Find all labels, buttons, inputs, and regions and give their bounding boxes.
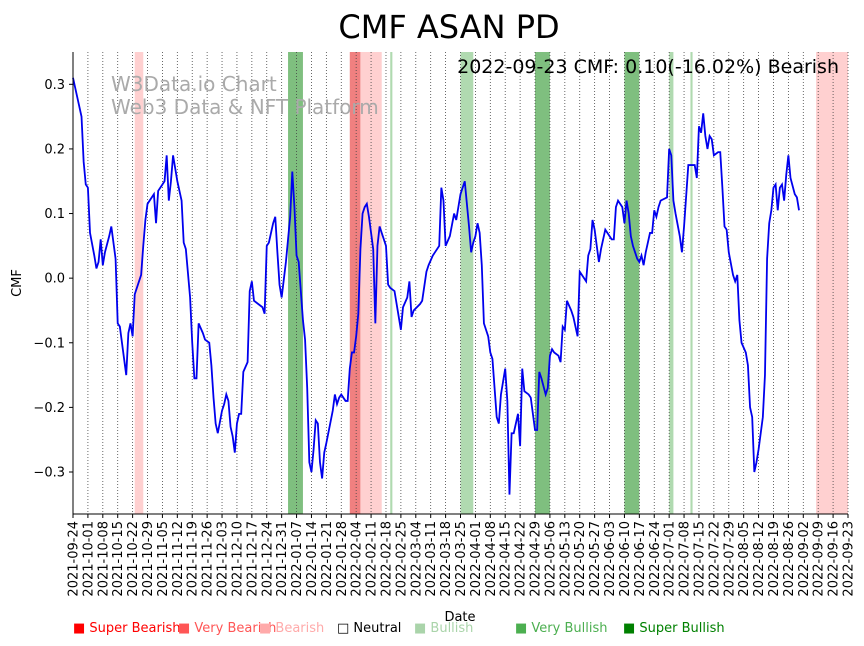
x-tick-label: 2022-01-28 <box>335 521 350 597</box>
x-tick-label: 2021-10-29 <box>141 521 156 597</box>
y-tick-label: −0.1 <box>33 336 65 351</box>
y-axis-label: CMF <box>10 269 25 297</box>
x-tick-label: 2022-09-16 <box>827 521 842 597</box>
x-tick-label: 2021-11-19 <box>186 521 201 597</box>
y-tick-label: 0.3 <box>44 78 65 93</box>
band-very-bullish-7 <box>624 52 640 514</box>
x-tick-label: 2022-08-19 <box>767 521 782 597</box>
x-tick-label: 2022-07-29 <box>722 521 737 597</box>
x-tick-label: 2021-12-03 <box>216 521 231 597</box>
x-tick-label: 2021-10-01 <box>81 521 96 597</box>
x-tick-label: 2022-01-21 <box>320 521 335 597</box>
x-tick-label: 2022-04-08 <box>484 521 499 597</box>
x-tick-label: 2022-05-06 <box>543 521 558 597</box>
y-tick-label: 0.2 <box>44 142 65 157</box>
x-tick-label: 2022-08-12 <box>752 521 767 597</box>
legend-item: □ Neutral <box>337 621 402 636</box>
x-tick-label: 2022-06-10 <box>618 521 633 597</box>
x-tick-label: 2022-08-26 <box>782 521 797 597</box>
x-tick-label: 2021-12-24 <box>260 521 275 597</box>
x-tick-label: 2022-02-25 <box>394 521 409 597</box>
x-tick-label: 2022-05-13 <box>558 521 573 597</box>
legend-item: ■ Super Bearish <box>73 621 181 636</box>
band-very-bullish-6 <box>535 52 550 514</box>
band-bullish-8 <box>669 52 674 514</box>
x-tick-label: 2022-04-15 <box>499 521 514 597</box>
signal-bands <box>134 52 848 514</box>
x-tick-label: 2022-07-01 <box>663 521 678 597</box>
x-tick-label: 2022-03-25 <box>454 521 469 597</box>
y-tick-label: −0.2 <box>33 401 65 416</box>
x-ticks: 2021-09-24 2021-10-01 2021-10-08 2021-10-15… <box>67 514 857 597</box>
cmf-series-line <box>72 77 800 495</box>
band-bullish-5 <box>460 52 474 514</box>
x-tick-label: 2022-04-29 <box>529 521 544 597</box>
x-tick-label: 2022-05-20 <box>573 521 588 597</box>
x-tick-label: 2022-09-23 <box>842 521 857 597</box>
x-tick-label: 2021-10-22 <box>126 521 141 597</box>
x-tick-label: 2021-12-31 <box>275 521 290 597</box>
band-bullish-9 <box>690 52 693 514</box>
x-tick-label: 2022-04-22 <box>514 521 529 597</box>
x-tick-label: 2021-10-08 <box>96 521 111 597</box>
band-very-bearish-2 <box>349 52 361 514</box>
x-tick-label: 2022-06-17 <box>633 521 648 597</box>
watermark: W3Data.io Chart Web3 Data & NFT Platform <box>111 72 379 119</box>
x-tick-label: 2022-03-04 <box>409 521 424 597</box>
x-tick-label: 2021-09-24 <box>67 521 82 597</box>
x-tick-label: 2022-03-18 <box>439 521 454 597</box>
legend-item: ■ Bearish <box>259 621 325 636</box>
x-tick-label: 2021-11-26 <box>201 521 216 597</box>
x-tick-label: 2022-03-11 <box>424 521 439 597</box>
band-very-bullish-1 <box>288 52 303 514</box>
latest-value-annotation: 2022-09-23 CMF: 0.10(-16.02%) Bearish <box>457 56 839 78</box>
watermark-line-2: Web3 Data & NFT Platform <box>111 95 379 119</box>
legend-item: ■ Bullish <box>414 621 474 636</box>
x-tick-label: 2021-10-15 <box>111 521 126 597</box>
x-tick-label: 2022-06-24 <box>648 521 663 597</box>
x-tick-label: 2022-08-05 <box>737 521 752 597</box>
x-tick-label: 2022-09-02 <box>797 521 812 597</box>
x-tick-label: 2022-07-08 <box>678 521 693 597</box>
x-tick-label: 2022-02-04 <box>350 521 365 597</box>
x-tick-label: 2021-12-10 <box>230 521 245 597</box>
watermark-line-1: W3Data.io Chart <box>111 72 277 96</box>
y-tick-label: −0.3 <box>33 466 65 481</box>
x-tick-label: 2022-04-01 <box>469 521 484 597</box>
x-tick-label: 2022-01-14 <box>305 521 320 597</box>
x-tick-label: 2021-11-12 <box>171 521 186 597</box>
y-ticks: −0.3 −0.2 −0.1 0.0 0.1 0.2 0.3 <box>33 78 73 481</box>
x-tick-label: 2022-07-15 <box>692 521 707 597</box>
legend-item: ■ Super Bullish <box>623 621 725 636</box>
band-bullish-4 <box>390 52 393 514</box>
legend-item: ■ Very Bearish <box>178 621 277 636</box>
chart-title: CMF ASAN PD <box>338 8 559 46</box>
x-tick-label: 2022-09-09 <box>812 521 827 597</box>
x-tick-label: 2022-05-27 <box>588 521 603 597</box>
x-tick-label: 2022-07-22 <box>707 521 722 597</box>
x-tick-label: 2022-01-07 <box>290 521 305 597</box>
y-tick-label: 0.1 <box>44 207 65 222</box>
x-tick-label: 2021-11-05 <box>156 521 171 597</box>
x-axis-label: Date <box>444 610 475 625</box>
legend-item: ■ Very Bullish <box>515 621 608 636</box>
y-tick-label: 0.0 <box>44 272 65 287</box>
x-tick-label: 2022-02-18 <box>379 521 394 597</box>
band-bearish-10 <box>816 52 848 514</box>
x-tick-label: 2022-06-03 <box>603 521 618 597</box>
x-tick-label: 2021-12-17 <box>245 521 260 597</box>
x-tick-label: 2022-02-11 <box>365 521 380 597</box>
